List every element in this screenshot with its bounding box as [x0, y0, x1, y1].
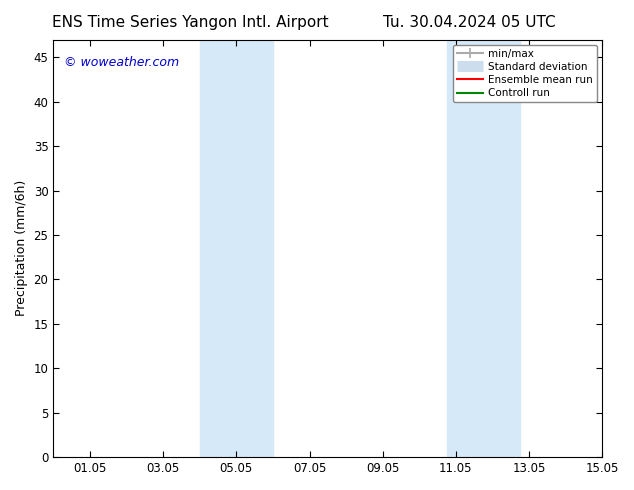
Text: © woweather.com: © woweather.com: [64, 56, 179, 69]
Bar: [200, 40, 273, 457]
Legend: min/max, Standard deviation, Ensemble mean run, Controll run: min/max, Standard deviation, Ensemble me…: [453, 45, 597, 102]
Text: Tu. 30.04.2024 05 UTC: Tu. 30.04.2024 05 UTC: [383, 15, 555, 30]
Y-axis label: Precipitation (mm/6h): Precipitation (mm/6h): [15, 180, 28, 317]
Text: ENS Time Series Yangon Intl. Airport: ENS Time Series Yangon Intl. Airport: [52, 15, 328, 30]
Bar: [447, 40, 520, 457]
